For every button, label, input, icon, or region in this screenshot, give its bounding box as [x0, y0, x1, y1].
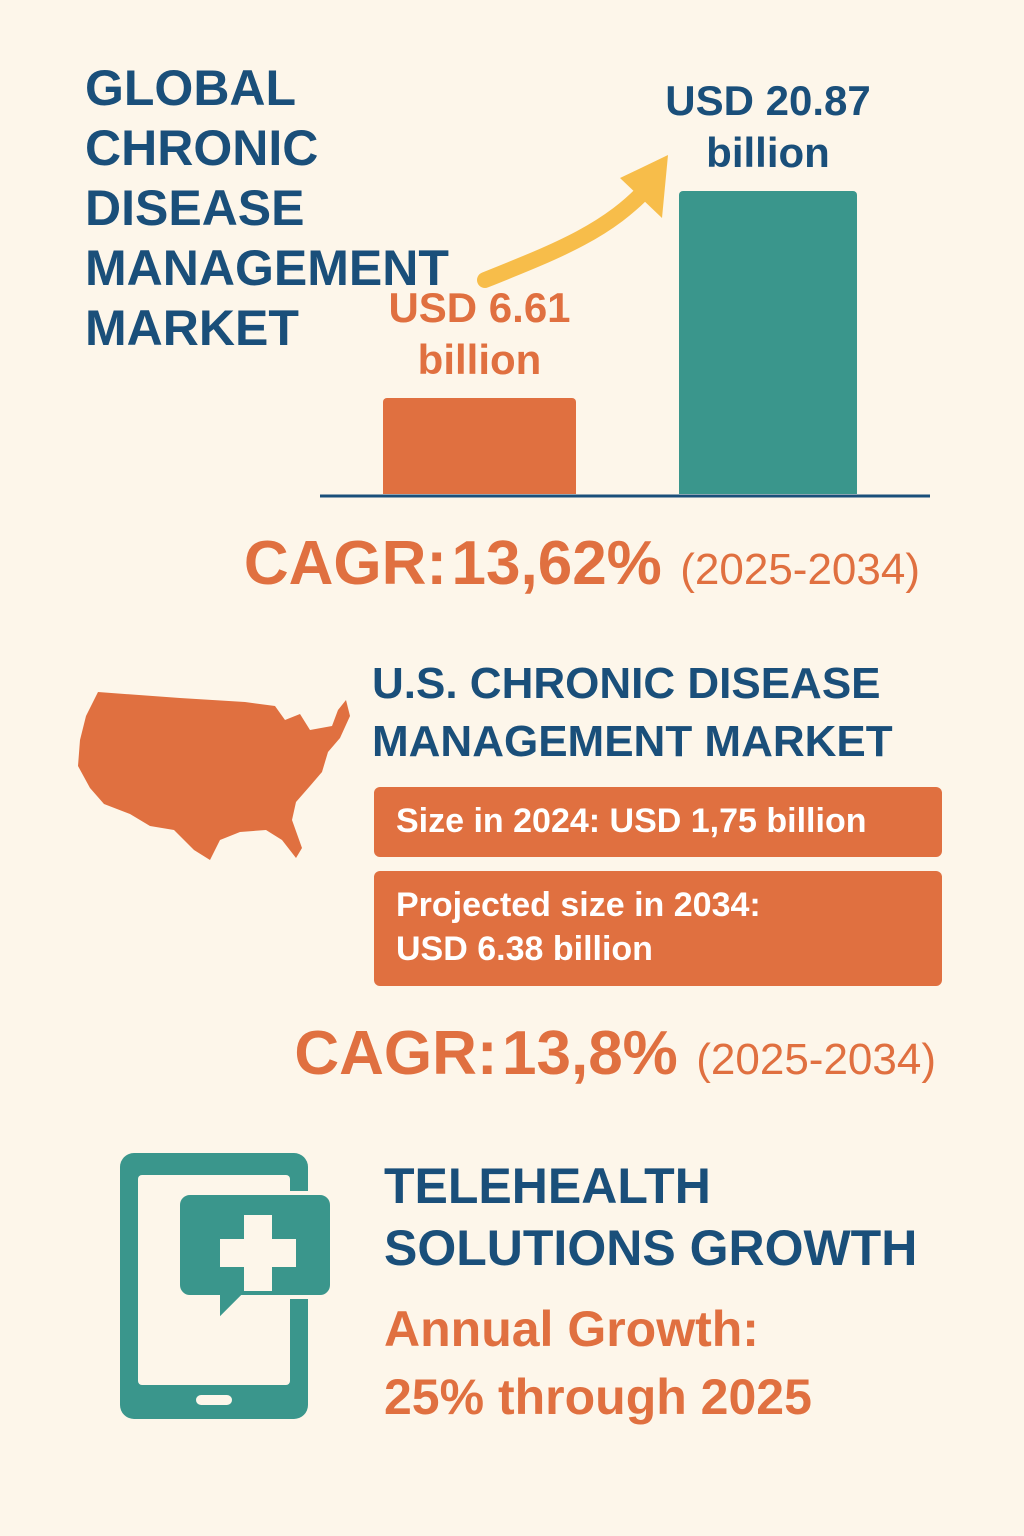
us-shape [78, 692, 350, 860]
global-cagr: CAGR: 13,62% (2025-2034) [244, 528, 920, 599]
us-projection-box: Projected size in 2034: USD 6.38 billion [374, 871, 942, 986]
cagr-value: 13,62% [451, 529, 662, 598]
box-text: Size in 2024: USD 1,75 billion [396, 802, 867, 840]
chart-title: GLOBAL CHRONIC DISEASE MANAGEMENT MARKET [85, 60, 449, 356]
tablet-icon [120, 1153, 334, 1419]
value-label: USD 6.61 billion [388, 284, 571, 384]
growth-arrow [477, 177, 658, 288]
bar [383, 398, 576, 494]
value-label: USD 20.87 billion [665, 77, 871, 177]
bar [679, 191, 857, 494]
cagr-label: CAGR: [294, 1019, 498, 1088]
cagr-period: (2025-2034) [680, 545, 920, 594]
cagr-label: CAGR: [243, 529, 448, 598]
us-map [78, 692, 350, 860]
telehealth-title: TELEHEALTH SOLUTIONS GROWTH [384, 1158, 918, 1276]
us-cagr: CAGR: 13,8% (2025-2034) [294, 1018, 936, 1089]
chart-decor [320, 155, 930, 498]
us-size-box: Size in 2024: USD 1,75 billion [374, 787, 942, 857]
telehealth-text: Annual Growth: 25% through 2025 [384, 1301, 812, 1425]
us-title: U.S. CHRONIC DISEASE MANAGEMENT MARKET [372, 659, 893, 766]
cagr-period: (2025-2034) [696, 1035, 936, 1084]
arrow-head [620, 155, 668, 218]
box-text: Projected size in 2034: USD 6.38 billion [396, 886, 761, 968]
cagr-value: 13,8% [502, 1019, 678, 1088]
